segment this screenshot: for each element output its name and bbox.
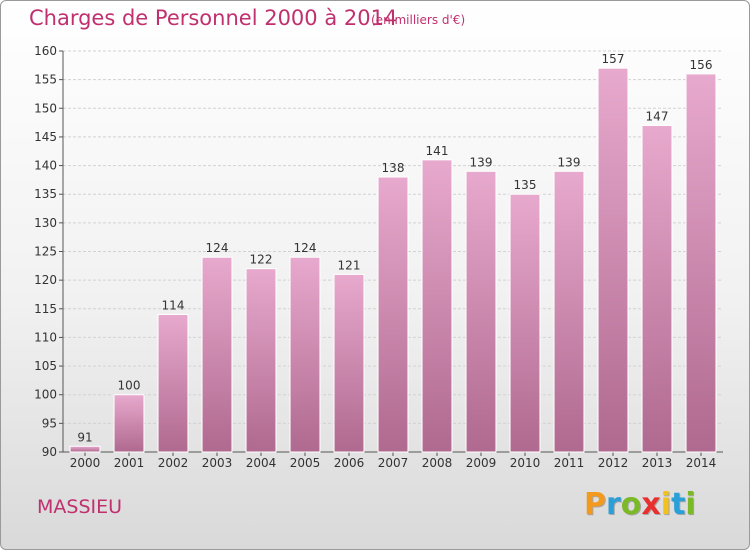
data-label: 157 — [602, 52, 625, 66]
bar — [113, 394, 145, 453]
y-tick-label: 155 — [34, 73, 57, 87]
data-label: 147 — [646, 109, 669, 123]
x-tick-label: 2000 — [70, 456, 101, 470]
data-label: 156 — [690, 58, 713, 72]
data-label: 138 — [382, 161, 405, 175]
y-tick-label: 145 — [34, 130, 57, 144]
x-tick-label: 2013 — [642, 456, 673, 470]
x-tick-label: 2008 — [422, 456, 453, 470]
bar — [201, 256, 233, 453]
x-tick-label: 2003 — [202, 456, 233, 470]
bar — [553, 170, 585, 453]
y-tick-label: 150 — [34, 101, 57, 115]
data-label: 135 — [514, 178, 537, 192]
y-tick-label: 110 — [34, 330, 57, 344]
chart-title: Charges de Personnel 2000 à 2014 — [29, 6, 398, 30]
bar — [245, 268, 277, 453]
data-label: 124 — [206, 241, 229, 255]
commune-name: MASSIEU — [37, 496, 123, 518]
bar — [69, 445, 101, 453]
bar — [157, 314, 189, 453]
y-tick-label: 90 — [42, 445, 57, 459]
y-tick-label: 160 — [34, 44, 57, 58]
data-label: 141 — [426, 144, 449, 158]
bar — [333, 273, 365, 453]
bar — [421, 159, 453, 453]
proxiti-logo: Proxiti — [584, 487, 696, 522]
x-tick-label: 2006 — [334, 456, 365, 470]
bar — [289, 256, 321, 453]
data-label: 122 — [250, 253, 273, 267]
data-label: 114 — [162, 299, 185, 313]
x-tick-label: 2014 — [686, 456, 717, 470]
x-tick-label: 2010 — [510, 456, 541, 470]
labels: 90 95 100 105 110 115 120 125 130 135 140 145 150 155… — [34, 44, 716, 470]
y-tick-label: 140 — [34, 159, 57, 173]
x-tick-label: 2001 — [114, 456, 145, 470]
x-tick-label: 2011 — [554, 456, 585, 470]
x-tick-label: 2012 — [598, 456, 629, 470]
y-tick-label: 125 — [34, 245, 57, 259]
data-label: 139 — [558, 155, 581, 169]
data-label: 91 — [77, 430, 92, 444]
y-tick-label: 115 — [34, 302, 57, 316]
x-tick-label: 2007 — [378, 456, 409, 470]
bars — [69, 67, 717, 453]
data-label: 100 — [118, 379, 141, 393]
y-tick-label: 95 — [42, 416, 57, 430]
y-tick-label: 130 — [34, 216, 57, 230]
x-tick-label: 2002 — [158, 456, 189, 470]
bar — [377, 176, 409, 453]
y-tick-label: 120 — [34, 273, 57, 287]
y-tick-label: 100 — [34, 388, 57, 402]
y-tick-label: 105 — [34, 359, 57, 373]
bar — [597, 67, 629, 453]
data-label: 139 — [470, 155, 493, 169]
y-tick-label: 135 — [34, 187, 57, 201]
chart-subtitle: (en milliers d'€) — [371, 13, 466, 27]
data-label: 121 — [338, 258, 361, 272]
bar — [509, 193, 541, 453]
bar — [685, 73, 717, 453]
x-tick-label: 2005 — [290, 456, 321, 470]
x-tick-label: 2004 — [246, 456, 277, 470]
x-tick-label: 2009 — [466, 456, 497, 470]
data-label: 124 — [294, 241, 317, 255]
bar — [465, 170, 497, 453]
bar — [641, 124, 673, 453]
